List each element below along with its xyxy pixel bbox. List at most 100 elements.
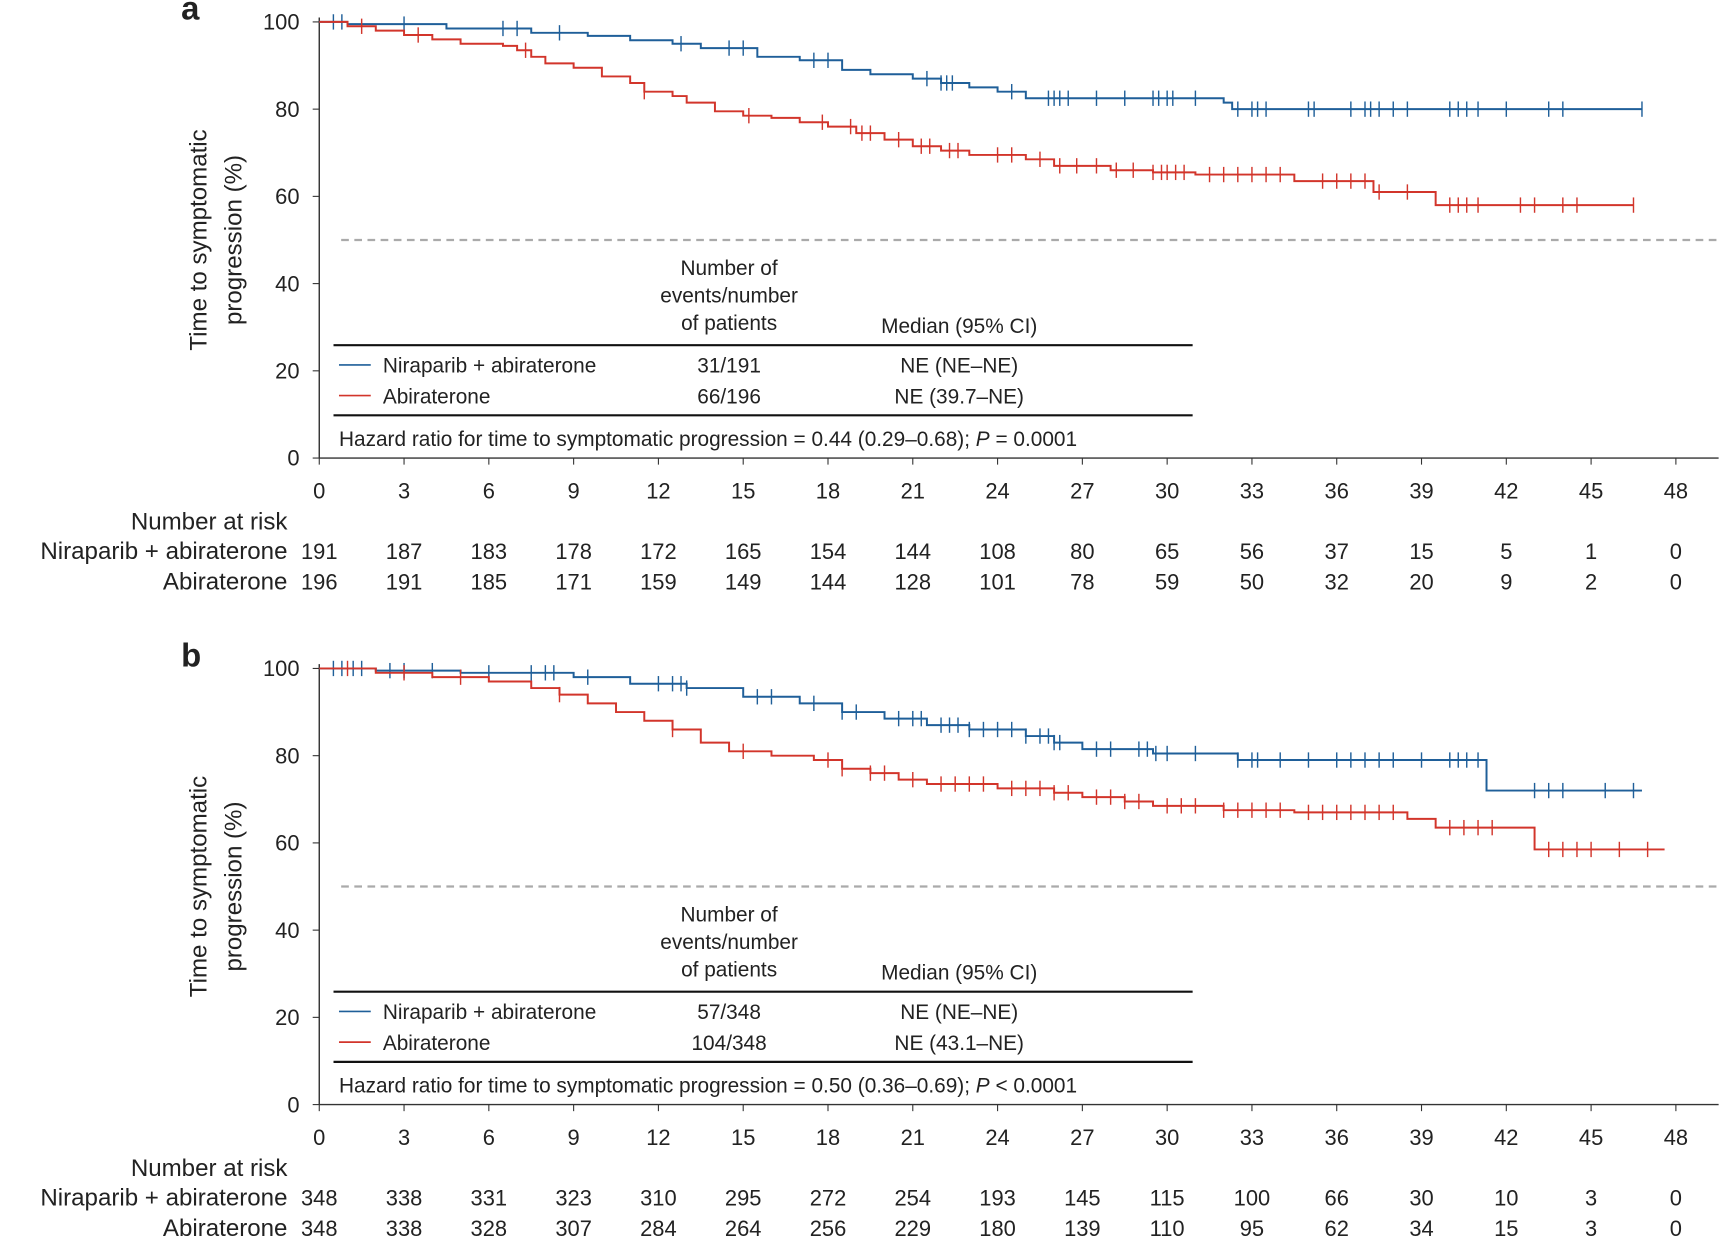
y-tick-label: 20 <box>275 358 299 383</box>
p-label: P <box>976 1075 990 1098</box>
hazard-text: Hazard ratio for time to symptomatic pro… <box>339 428 976 451</box>
hazard-ratio-text: Hazard ratio for time to symptomatic pro… <box>339 428 1077 451</box>
x-tick-label: 21 <box>901 1125 925 1150</box>
median-value: NE (43.1–NE) <box>894 1032 1024 1055</box>
x-tick-label: 9 <box>568 479 580 504</box>
risk-value: 95 <box>1240 1216 1264 1241</box>
risk-value: 9 <box>1500 570 1512 595</box>
y-axis-label: Time to symptomatic progression (%) <box>185 129 247 350</box>
risk-value: 191 <box>301 539 338 564</box>
x-tick-label: 36 <box>1325 1125 1349 1150</box>
risk-value: 323 <box>555 1185 592 1210</box>
table-header-line: of patients <box>681 958 777 981</box>
y-tick-label: 0 <box>287 1092 299 1117</box>
p-value: < 0.0001 <box>990 1075 1077 1098</box>
risk-value: 3 <box>1585 1185 1597 1210</box>
risk-value: 295 <box>725 1185 762 1210</box>
risk-value: 149 <box>725 570 762 595</box>
survival-curve-abiraterone <box>319 20 1634 207</box>
risk-value: 5 <box>1500 539 1512 564</box>
risk-value: 30 <box>1409 1185 1433 1210</box>
risk-value: 191 <box>386 570 423 595</box>
p-label: P <box>976 428 990 451</box>
risk-value: 66 <box>1325 1185 1349 1210</box>
table-header-median: Median (95% CI) <box>881 962 1037 985</box>
x-tick-label: 42 <box>1494 479 1518 504</box>
risk-value: 307 <box>555 1216 592 1241</box>
legend-label: Abiraterone <box>383 385 491 408</box>
risk-value: 100 <box>1234 1185 1271 1210</box>
risk-value: 183 <box>471 539 508 564</box>
risk-row-label: Abiraterone <box>163 1215 288 1242</box>
x-tick-label: 39 <box>1409 479 1433 504</box>
x-tick-label: 30 <box>1155 1125 1179 1150</box>
risk-value: 78 <box>1070 570 1094 595</box>
risk-row-label: Niraparib + abiraterone <box>40 538 287 565</box>
x-tick-label: 3 <box>398 1125 410 1150</box>
x-tick-label: 27 <box>1070 1125 1094 1150</box>
x-tick-label: 27 <box>1070 479 1094 504</box>
x-tick-label: 48 <box>1664 1125 1688 1150</box>
risk-value: 32 <box>1325 570 1349 595</box>
x-tick-label: 12 <box>646 479 670 504</box>
hazard-text: Hazard ratio for time to symptomatic pro… <box>339 1075 976 1098</box>
risk-value: 139 <box>1064 1216 1101 1241</box>
x-tick-label: 33 <box>1240 1125 1264 1150</box>
risk-value: 196 <box>301 570 338 595</box>
risk-value: 165 <box>725 539 762 564</box>
table-header-line: events/number <box>660 931 798 954</box>
legend-label: Abiraterone <box>383 1032 491 1055</box>
x-tick-label: 39 <box>1409 1125 1433 1150</box>
y-axis-label-line: Time to symptomatic <box>185 129 212 350</box>
x-tick-label: 21 <box>901 479 925 504</box>
risk-value: 229 <box>895 1216 932 1241</box>
table-header-line: Number of <box>681 257 778 280</box>
risk-value: 338 <box>386 1216 423 1241</box>
risk-value: 185 <box>471 570 508 595</box>
risk-value: 80 <box>1070 539 1094 564</box>
y-axis-label-line: progression (%) <box>220 801 247 971</box>
risk-value: 0 <box>1670 539 1682 564</box>
y-tick-label: 40 <box>275 271 299 296</box>
risk-value: 264 <box>725 1216 762 1241</box>
risk-value: 108 <box>979 539 1016 564</box>
risk-value: 0 <box>1670 570 1682 595</box>
y-tick-label: 80 <box>275 743 299 768</box>
table-header-line: events/number <box>660 284 798 307</box>
risk-value: 187 <box>386 539 423 564</box>
risk-value: 20 <box>1409 570 1433 595</box>
x-tick-label: 24 <box>985 479 1009 504</box>
x-tick-label: 45 <box>1579 1125 1603 1150</box>
survival-curve-abiraterone <box>319 667 1665 851</box>
risk-value: 0 <box>1670 1216 1682 1241</box>
risk-value: 178 <box>555 539 592 564</box>
y-tick-label: 100 <box>263 10 300 35</box>
risk-value: 171 <box>555 570 592 595</box>
risk-value: 37 <box>1325 539 1349 564</box>
panel-label: a <box>181 0 200 27</box>
risk-value: 2 <box>1585 570 1597 595</box>
risk-value: 328 <box>471 1216 508 1241</box>
risk-value: 110 <box>1150 1216 1185 1241</box>
x-tick-label: 9 <box>568 1125 580 1150</box>
y-tick-label: 60 <box>275 184 299 209</box>
risk-value: 56 <box>1240 539 1264 564</box>
x-tick-label: 12 <box>646 1125 670 1150</box>
x-tick-label: 33 <box>1240 479 1264 504</box>
risk-value: 34 <box>1409 1216 1433 1241</box>
x-tick-label: 3 <box>398 479 410 504</box>
y-axis-label-line: Time to symptomatic <box>185 776 212 997</box>
risk-value: 348 <box>301 1216 338 1241</box>
risk-value: 101 <box>979 570 1016 595</box>
risk-value: 348 <box>301 1185 338 1210</box>
x-tick-label: 0 <box>313 1125 325 1150</box>
risk-value: 256 <box>810 1216 847 1241</box>
y-tick-label: 0 <box>287 446 299 471</box>
risk-value: 115 <box>1150 1185 1185 1210</box>
events-value: 104/348 <box>691 1032 766 1055</box>
x-tick-label: 6 <box>483 479 495 504</box>
risk-value: 1 <box>1585 539 1597 564</box>
risk-value: 128 <box>895 570 932 595</box>
